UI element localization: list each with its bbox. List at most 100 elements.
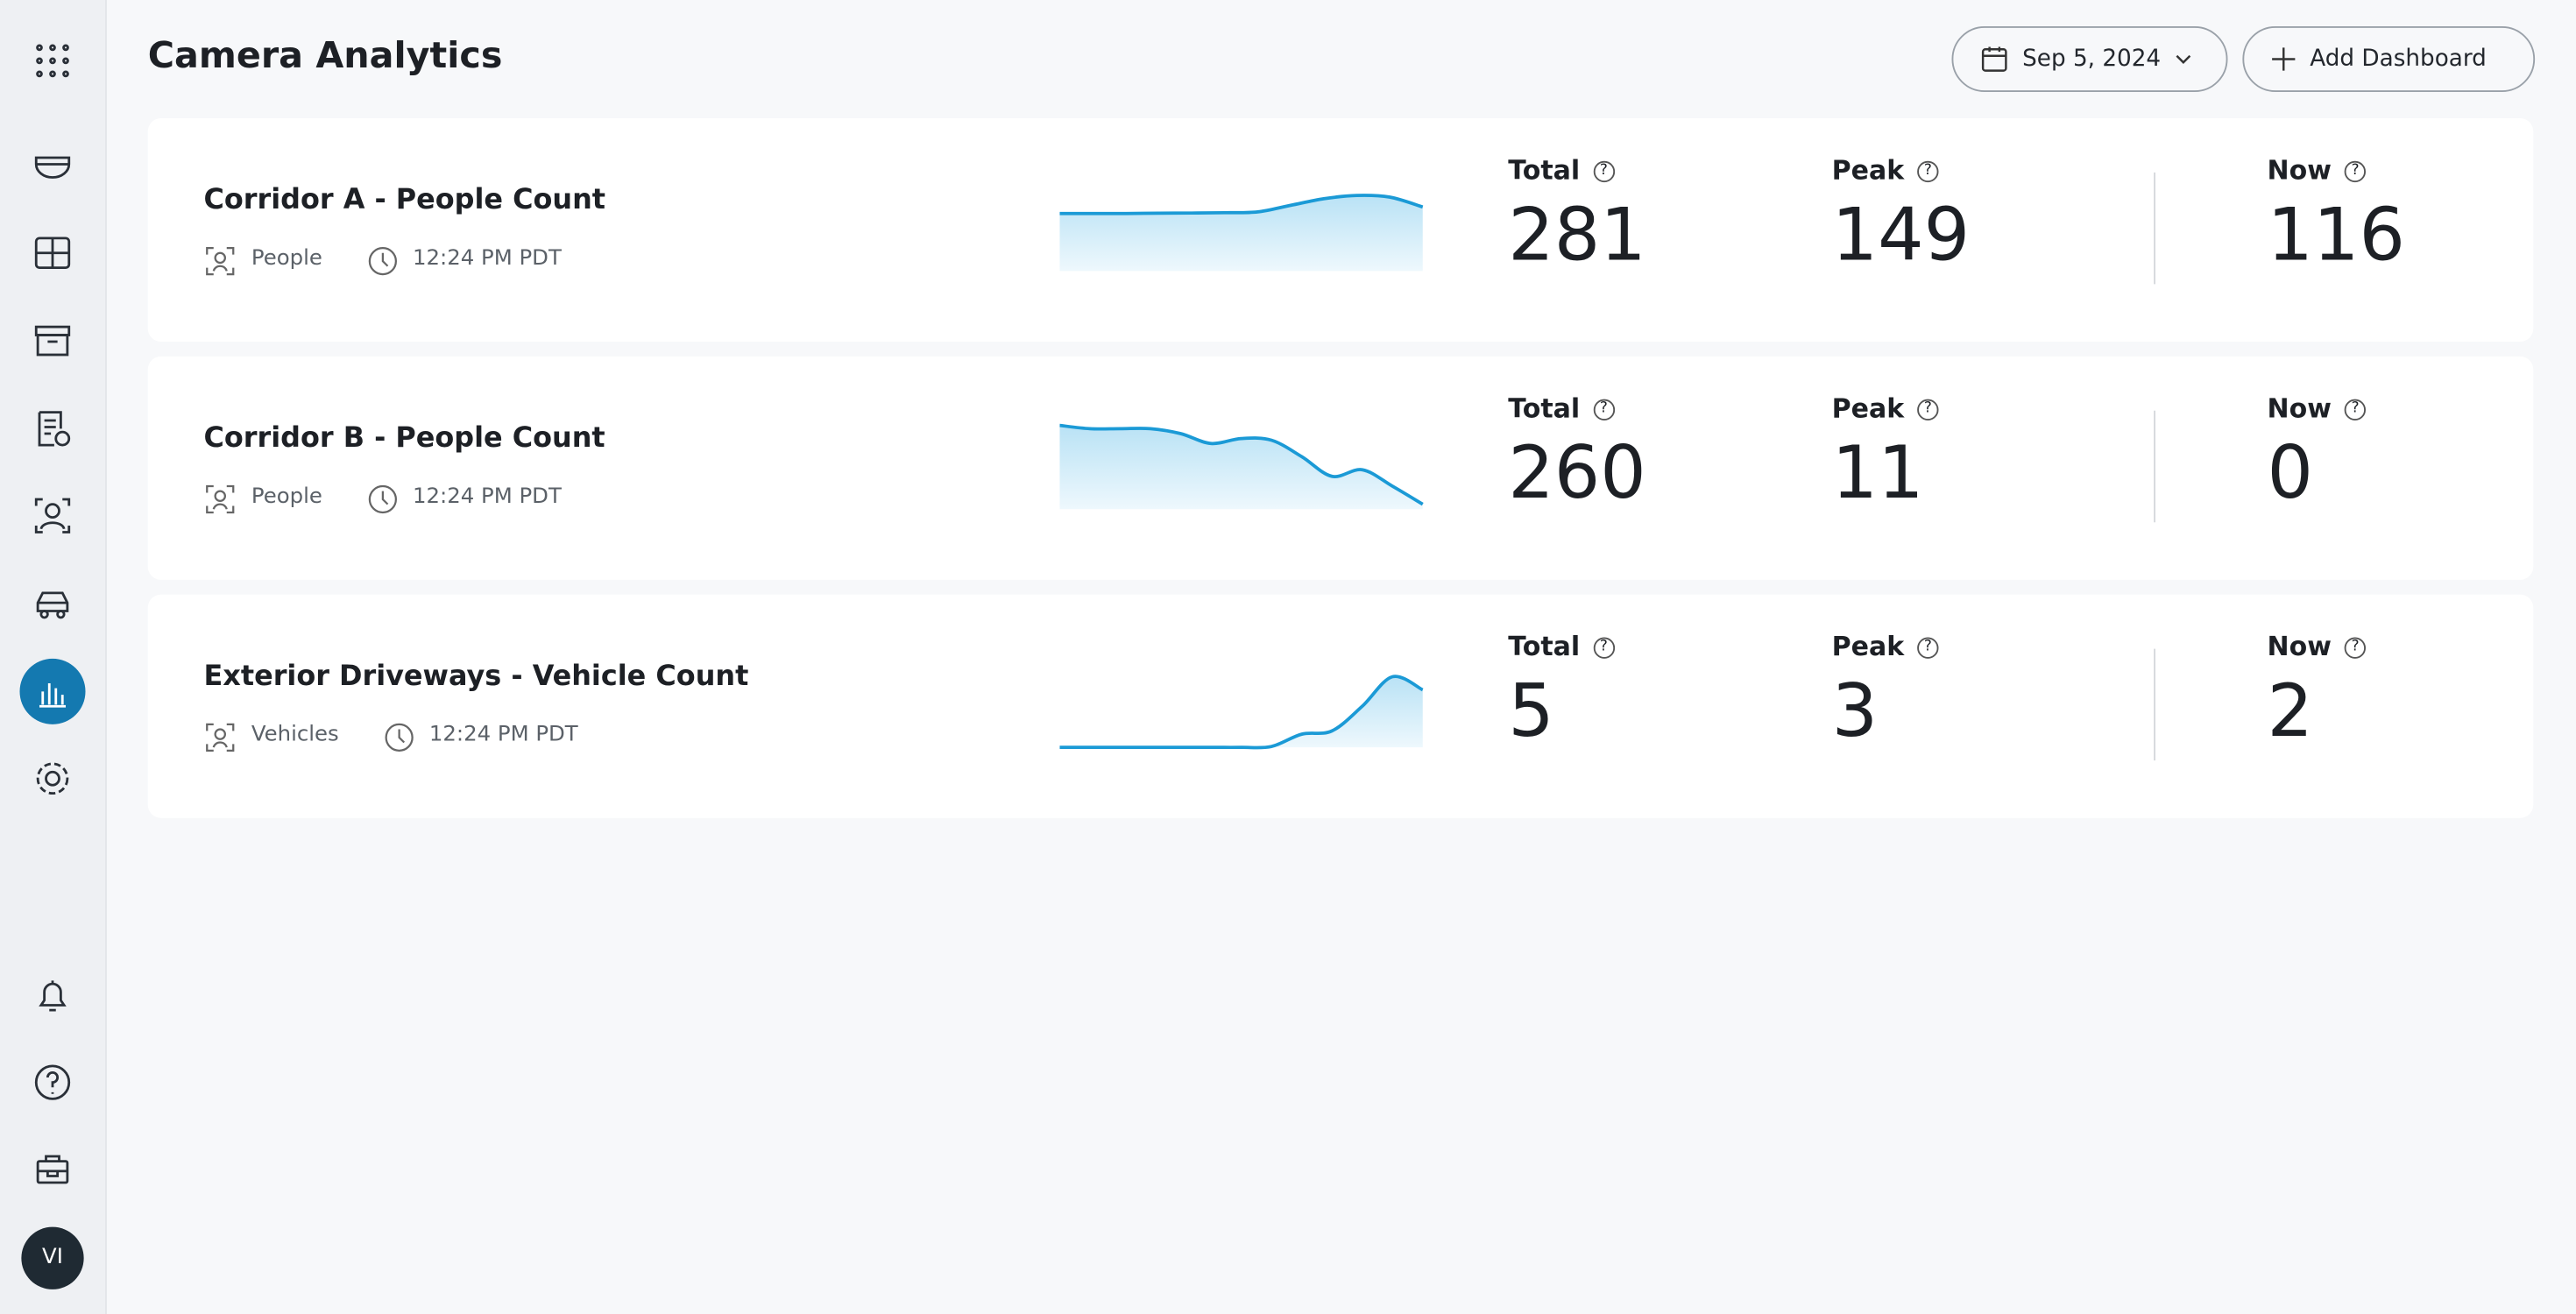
layouts-nav[interactable]	[20, 220, 86, 286]
stat-name: Total	[1508, 154, 1581, 186]
icon-path	[369, 247, 398, 276]
stat-label: Peak?	[1832, 631, 1939, 662]
stat-name: Peak	[1831, 154, 1905, 186]
stat-label: Total?	[1508, 154, 1615, 186]
stat-label: Total?	[1508, 392, 1615, 424]
analytics-card[interactable]: Corridor A - People Count People 12:24 PM …	[147, 118, 2534, 342]
time-label: 12:24 PM PDT	[413, 484, 562, 510]
icon-path	[385, 723, 414, 752]
archive-nav[interactable]	[20, 307, 86, 373]
analytics-card[interactable]: Corridor B - People Count People 12:24 PM …	[147, 356, 2534, 580]
stat-name: Now	[2267, 392, 2332, 424]
help-icon[interactable]: ?	[1917, 160, 1939, 183]
object-label: People	[251, 246, 322, 272]
page-title: Camera Analytics	[147, 36, 503, 78]
vehicles-nav[interactable]	[20, 570, 86, 636]
sparkline	[1059, 675, 1424, 750]
stat-label: Total?	[1508, 631, 1615, 662]
analytics-nav[interactable]	[19, 658, 86, 724]
stat-label: Now?	[2268, 392, 2367, 424]
stat-label: Now?	[2268, 154, 2367, 186]
object-label: Vehicles	[251, 723, 339, 748]
icon-path	[369, 484, 398, 514]
help-icon[interactable]: ?	[2344, 399, 2367, 420]
help-icon[interactable]: ?	[2344, 160, 2367, 183]
divider	[2154, 172, 2155, 285]
stat-value: 2	[2267, 670, 2314, 754]
object-icon	[206, 247, 235, 276]
card-title: Corridor B - People Count	[203, 421, 605, 456]
stat-value: 3	[1831, 670, 1879, 754]
stat-name: Total	[1508, 392, 1581, 424]
stat-value: 116	[2267, 194, 2405, 278]
clock-icon	[369, 484, 398, 514]
help-icon[interactable]: ?	[1917, 399, 1939, 420]
card-title: Exterior Driveways - Vehicle Count	[203, 660, 749, 694]
help-icon[interactable]: ?	[1917, 637, 1939, 659]
cameras-nav[interactable]	[20, 133, 86, 199]
clock-icon	[385, 723, 414, 752]
settings-nav[interactable]	[20, 745, 86, 811]
sparkline-line	[1059, 194, 1424, 215]
object-icon	[206, 484, 235, 514]
icon-path	[206, 247, 235, 276]
icon-path	[206, 723, 235, 752]
stat-name: Now	[2267, 631, 2332, 662]
stat-value: 11	[1831, 432, 1924, 516]
stat-label: Now?	[2268, 631, 2367, 662]
icon-path	[214, 490, 226, 502]
sparkline-line	[1059, 423, 1424, 506]
stat-label: Peak?	[1832, 392, 1939, 424]
notifications-nav[interactable]	[20, 963, 86, 1028]
stat-value: 149	[1831, 194, 1971, 278]
stat-name: Peak	[1831, 392, 1905, 424]
stat-value: 0	[2267, 432, 2314, 516]
stat-label: Peak?	[1832, 154, 1939, 186]
icon-path	[214, 728, 226, 740]
toolbox-nav[interactable]	[20, 1137, 86, 1203]
stat-name: Total	[1508, 631, 1581, 662]
divider	[2154, 410, 2155, 523]
stat-name: Peak	[1831, 631, 1905, 662]
sparkline-line	[1059, 675, 1424, 750]
help-icon[interactable]: ?	[1593, 399, 1615, 420]
chevron	[2176, 54, 2191, 64]
plus-icon	[2272, 47, 2296, 71]
add-dashboard-label: Add Dashboard	[2310, 46, 2487, 73]
add-dashboard-button[interactable]: Add Dashboard	[2242, 26, 2536, 92]
sparkline	[1059, 423, 1424, 510]
card-title: Corridor A - People Count	[203, 184, 606, 217]
stat-name: Now	[2267, 154, 2332, 186]
icon-path	[206, 484, 235, 514]
user-avatar[interactable]: VI	[21, 1226, 84, 1289]
analytics-card[interactable]: Exterior Driveways - Vehicle Count Vehicl…	[147, 594, 2534, 818]
date-picker[interactable]: Sep 5, 2024	[1951, 26, 2228, 92]
apps-menu[interactable]	[20, 28, 86, 94]
sidebar: VI	[0, 0, 107, 1314]
clock-icon	[369, 247, 398, 276]
sparkline	[1059, 194, 1424, 272]
stat-value: 5	[1508, 670, 1554, 754]
time-label: 12:24 PM PDT	[413, 246, 562, 272]
help-icon[interactable]: ?	[1593, 160, 1615, 183]
reports-nav[interactable]	[20, 396, 86, 462]
time-label: 12:24 PM PDT	[428, 723, 578, 748]
stat-value: 281	[1508, 194, 1646, 278]
sparkline-area	[1059, 194, 1423, 272]
stat-value: 260	[1508, 432, 1646, 516]
icon-path	[382, 491, 389, 505]
calendar-icon	[1981, 46, 2007, 72]
date-label: Sep 5, 2024	[2022, 46, 2162, 73]
people-nav[interactable]	[20, 483, 86, 548]
help-nav[interactable]	[20, 1049, 86, 1115]
help-icon[interactable]: ?	[2344, 637, 2367, 659]
object-icon	[206, 723, 235, 752]
divider	[2154, 648, 2155, 761]
icon-path	[398, 729, 406, 744]
icon-path	[382, 252, 389, 267]
help-icon[interactable]: ?	[1593, 637, 1615, 659]
object-label: People	[251, 484, 322, 510]
sparkline-area	[1059, 676, 1423, 748]
